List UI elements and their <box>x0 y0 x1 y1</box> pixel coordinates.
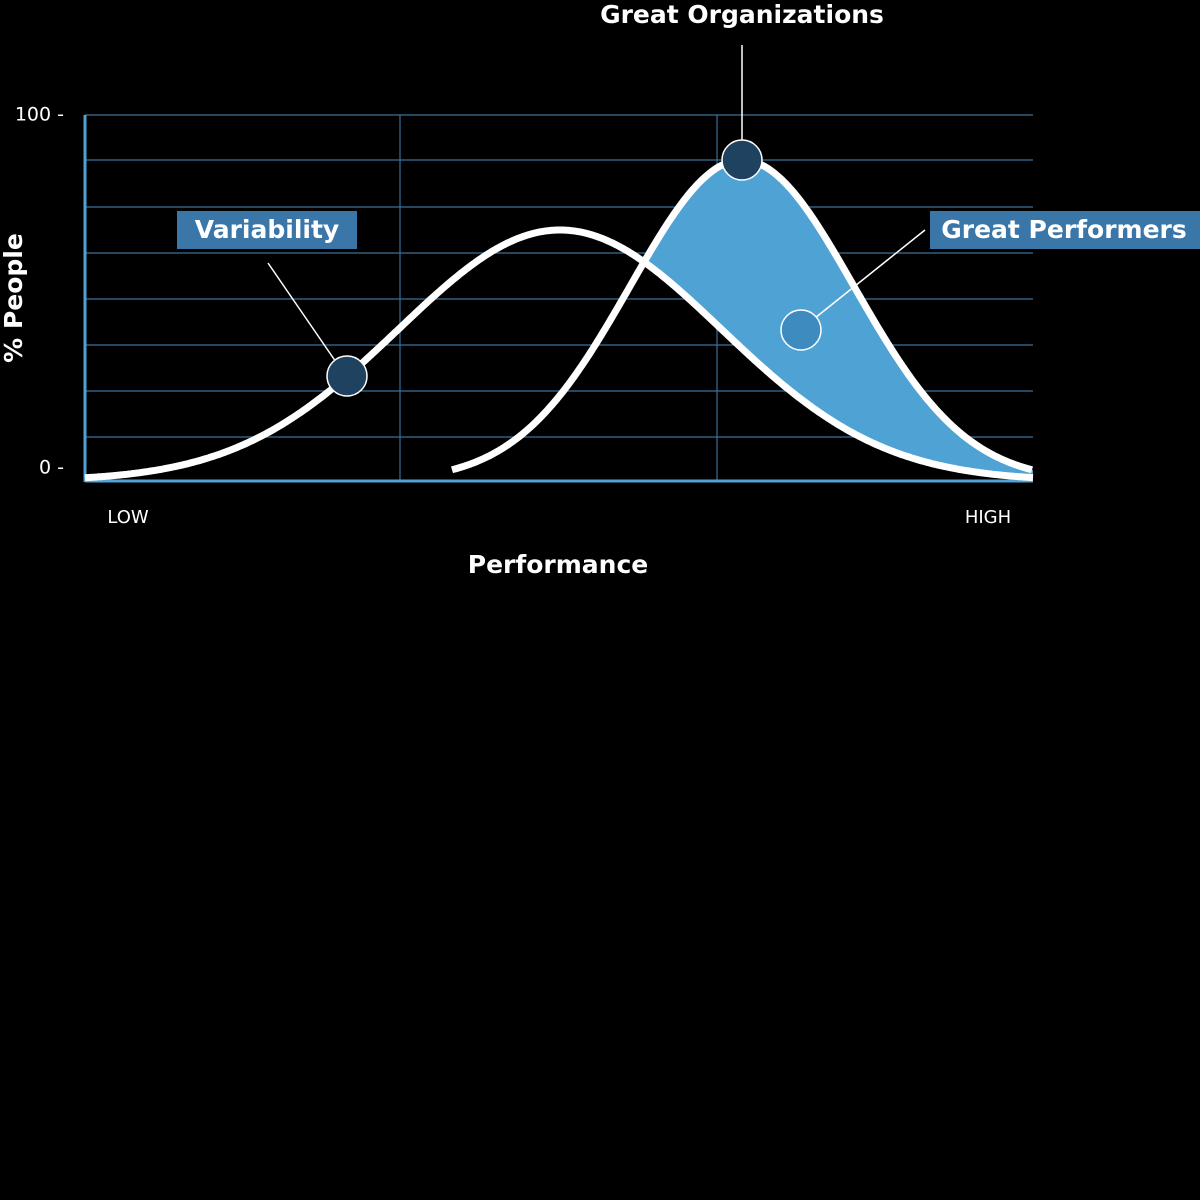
annotation: Variability <box>195 215 339 244</box>
grid <box>83 114 1033 483</box>
annotation: Great Performers <box>941 215 1187 244</box>
curve-variability <box>84 226 1034 482</box>
label-box <box>930 211 1200 249</box>
label-box <box>177 211 357 249</box>
y-axis-label: % People <box>0 233 28 363</box>
y-tick-label: 0 - <box>39 457 64 479</box>
x-axis-label: Performance <box>468 550 648 579</box>
y-tick-label: 100 - <box>15 104 64 126</box>
marker <box>326 355 368 397</box>
leader-line <box>267 262 337 363</box>
great-performers-area <box>645 160 1033 478</box>
marker <box>780 309 822 351</box>
x-high-label: HIGH <box>965 507 1011 528</box>
title: Great Organizations <box>600 0 884 29</box>
x-low-label: LOW <box>107 507 149 528</box>
leader-line <box>814 229 926 319</box>
marker <box>721 139 763 181</box>
